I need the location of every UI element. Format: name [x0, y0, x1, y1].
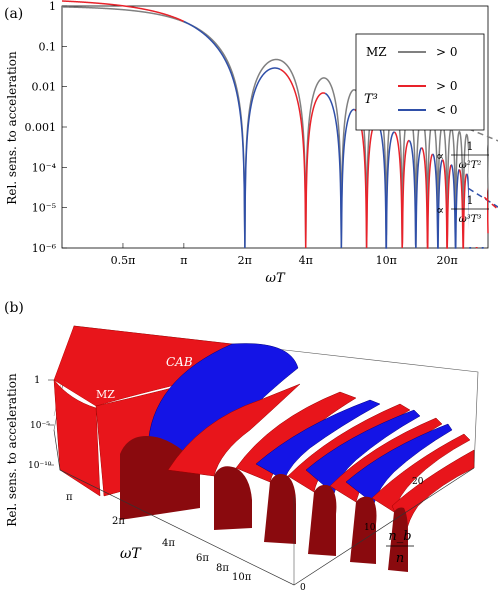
surface-positive-arch-2 [167, 383, 301, 477]
panel-b-z-ticks: 1 10⁻⁵ 10⁻¹⁰ [28, 375, 54, 471]
panel-a-y-axis-label: Rel. sens. to acceleration [5, 51, 19, 205]
a-xtick-label: 0.5π [111, 254, 136, 267]
panel-a-x-ticks: 0.5π π 2π 4π 10π 20π [111, 243, 458, 267]
mz-asym-numerator: 1 [467, 140, 474, 153]
legend-t3-pos-entry: > 0 [436, 79, 458, 93]
series-t3-negative-curve [183, 20, 281, 249]
legend-box [355, 33, 485, 131]
surface-negative-arch-4 [345, 423, 453, 505]
t3-asym-numerator: 1 [467, 194, 474, 207]
panel-b-label: (b) [4, 300, 24, 316]
surface-front-wall [53, 379, 101, 497]
panel-b-z-axis-label: Rel. sens. to acceleration [5, 373, 19, 527]
surface-label-mz: MZ [96, 388, 115, 401]
a-ytick-label: 10⁻⁶ [32, 242, 57, 255]
series-t3-positive-curve [394, 131, 410, 249]
a-ytick-label: 10⁻⁴ [32, 161, 57, 174]
x-tick-8pi: 8π [216, 563, 229, 574]
y-tick-0: 0 [300, 583, 306, 593]
x-tick-pi: π [66, 492, 73, 503]
surface-positive-arch-7 [391, 449, 475, 535]
panel-b-y-ticks: 0 10 20 [300, 477, 424, 593]
a-ytick-label: 1 [49, 0, 56, 13]
series-t3-positive-curve [279, 68, 326, 249]
a-ytick-label: 10⁻⁵ [32, 202, 56, 215]
panel-b-x-axis-label: ωT [120, 546, 142, 562]
series-t3-positive-curve [442, 159, 452, 249]
box-front-edges [53, 429, 475, 586]
x-tick-10pi: 10π [232, 572, 252, 583]
panel-b-y-axis-label: n_b n [386, 529, 414, 566]
x-tick-2pi: 2π [112, 516, 125, 527]
y-tick-20: 20 [412, 477, 424, 487]
series-t3-positive-curve [458, 169, 468, 249]
y-tick-10: 10 [364, 523, 376, 533]
a-xtick-label: 4π [299, 254, 313, 267]
z-tick-1: 1 [34, 375, 40, 386]
panel-a-label: (a) [4, 6, 23, 22]
series-t3-negative-curve [376, 121, 395, 249]
y-label-numerator: n_b [388, 529, 411, 544]
panel-a-x-axis-label: ωT [265, 271, 286, 286]
series-t3-positive-curve [61, 0, 185, 23]
legend-mz-entry: > 0 [436, 45, 458, 59]
surface-positive-arch-6 [371, 433, 471, 513]
series-t3-negative-curve [432, 153, 443, 249]
series-t3-negative-curve [450, 164, 460, 249]
asymptote-t3-neg-dashed [467, 187, 498, 208]
arch-front-5 [350, 496, 377, 564]
a-ytick-label: 0.01 [32, 81, 57, 94]
a-xtick-label: 10π [376, 254, 397, 267]
z-tick-1e-10: 10⁻¹⁰ [28, 461, 52, 471]
a-ytick-label: 0.1 [39, 40, 57, 53]
series-t3-negative-curve [408, 139, 422, 249]
surface-negative-arch-2 [255, 399, 381, 481]
arch-front-6 [388, 507, 408, 572]
x-tick-4pi: 4π [162, 538, 175, 549]
asymptote-mz-annotation: ∝ 1 ω²T² [436, 140, 489, 171]
panel-b-3d-plot: T³ CAB MZ 1 10⁻⁵ 10⁻¹⁰ π 2π 4π 6π 8π 10π… [28, 314, 479, 593]
series-t3-positive-curve [354, 109, 378, 249]
t3-asym-denominator: ω³T³ [459, 214, 482, 225]
mz-asym-prefix: ∝ [436, 149, 444, 163]
surface-label-t3: T³ [236, 314, 251, 330]
arch-front-4 [308, 484, 337, 556]
y-label-denominator: n [396, 551, 404, 566]
series-mz-curve [61, 6, 489, 249]
a-ytick-label: 0.001 [25, 121, 57, 134]
a-xtick-label: π [180, 254, 187, 267]
series-t3-positive-curve [421, 147, 434, 249]
a-xtick-label: 20π [437, 254, 458, 267]
legend-t3-neg-entry: < 0 [436, 103, 458, 117]
a-xtick-label: 2π [238, 254, 252, 267]
legend-mz-label: MZ [366, 45, 387, 59]
z-tick-1e-5: 10⁻⁵ [30, 421, 50, 431]
panel-b-x-ticks: π 2π 4π 6π 8π 10π [66, 492, 252, 583]
surface-label-cab: CAB [166, 355, 193, 369]
panel-a-legend: MZ > 0 T³ > 0 < 0 [355, 33, 485, 131]
arch-front-3 [264, 474, 296, 544]
series-t3-negative-curve [324, 92, 355, 249]
panel-a-y-ticks: 1 0.1 0.01 0.001 10⁻⁴ 10⁻⁵ 10⁻⁶ [25, 0, 67, 255]
arch-front-2 [214, 466, 252, 530]
t3-asym-prefix: ∝ [436, 203, 444, 217]
x-tick-6pi: 6π [196, 553, 209, 564]
asymptote-mz-dashed [468, 128, 498, 142]
legend-t3-label: T³ [364, 92, 378, 107]
asymptote-t3-annotation: ∝ 1 ω³T³ [436, 194, 489, 225]
asymptote-t3-pos-dashed [483, 196, 498, 211]
mz-asym-denominator: ω²T² [459, 160, 482, 171]
